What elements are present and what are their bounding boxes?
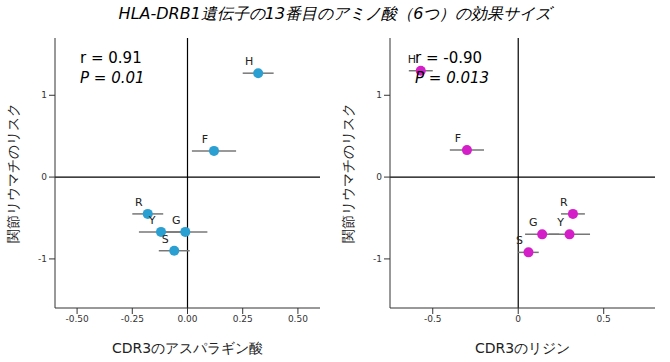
svg-text:G: G xyxy=(172,214,181,227)
svg-text:-1: -1 xyxy=(373,254,382,264)
html-text:P = 0.013: P = 0.013 xyxy=(415,69,490,87)
svg-text:R: R xyxy=(135,196,143,209)
html-text:r = -0.90: r = -0.90 xyxy=(415,49,483,67)
svg-text:S: S xyxy=(516,234,523,247)
svg-text:0: 0 xyxy=(376,172,382,182)
svg-text:0.00: 0.00 xyxy=(177,314,197,324)
svg-text:-0.50: -0.50 xyxy=(65,314,89,324)
svg-text:1: 1 xyxy=(376,90,382,100)
html-text:r = 0.91: r = 0.91 xyxy=(80,49,142,67)
svg-text:0.50: 0.50 xyxy=(288,314,308,324)
svg-text:0: 0 xyxy=(515,314,521,324)
svg-text:Y: Y xyxy=(556,216,564,229)
svg-text:F: F xyxy=(455,132,461,145)
svg-text:CDR3のリジン: CDR3のリジン xyxy=(475,340,570,356)
svg-text:G: G xyxy=(529,216,538,229)
html-text:P = 0.01: P = 0.01 xyxy=(80,69,145,87)
html-text:HLA-DRB1遺伝子の13番目のアミノ酸（6つ）の効果サイ: HLA-DRB1遺伝子の13番目のアミノ酸（6つ）の効果サイズ xyxy=(118,4,552,23)
svg-text:0.5: 0.5 xyxy=(597,314,611,324)
svg-text:関節リウマチのリスク: 関節リウマチのリスク xyxy=(8,103,21,243)
svg-text:1: 1 xyxy=(41,90,47,100)
svg-text:F: F xyxy=(202,133,208,146)
svg-text:関節リウマチのリスク: 関節リウマチのリスク xyxy=(340,103,356,243)
svg-text:Y: Y xyxy=(148,214,156,227)
svg-text:H: H xyxy=(245,55,253,68)
svg-text:H: H xyxy=(408,53,416,66)
svg-text:-1: -1 xyxy=(38,254,47,264)
svg-text:0: 0 xyxy=(41,172,47,182)
svg-text:0.25: 0.25 xyxy=(233,314,253,324)
svg-text:R: R xyxy=(560,196,568,209)
svg-text:S: S xyxy=(162,233,169,246)
svg-text:CDR3のアスパラギン酸: CDR3のアスパラギン酸 xyxy=(112,340,263,356)
svg-text:-0.25: -0.25 xyxy=(121,314,144,324)
svg-text:-0.5: -0.5 xyxy=(424,314,442,324)
